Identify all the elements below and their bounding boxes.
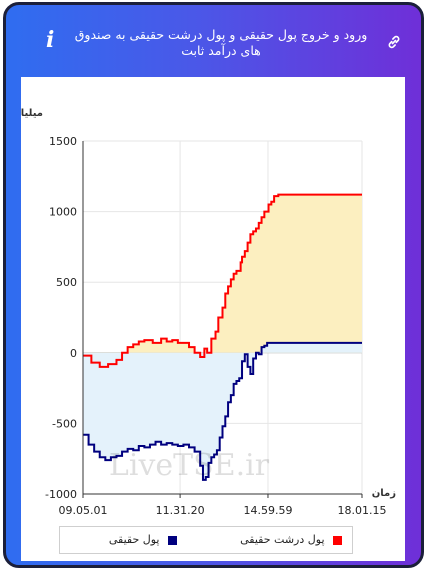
legend-swatch-blue: [168, 535, 177, 545]
x-tick-label: 18.01.15: [338, 504, 387, 517]
y-tick-label: 0: [70, 347, 77, 360]
legend-item-big-real[interactable]: پول درشت حقیقی: [240, 533, 342, 546]
chart-card: i ورود و خروج پول حقیقی و پول درشت حقیقی…: [3, 2, 424, 568]
series-line-1: [83, 341, 362, 481]
legend-item-real[interactable]: پول حقیقی: [109, 533, 177, 546]
y-axis-label: میلیارد تومان: [21, 108, 43, 119]
y-tick-label: 1500: [49, 135, 77, 148]
x-tick-label: 14.59.59: [243, 504, 292, 517]
series-areas: [83, 194, 362, 480]
y-tick-label: 1000: [49, 206, 77, 219]
chart-svg: -1000 -500 0 500 1000 1500 09.05.01 11.31.20 14.…: [6, 108, 396, 517]
link-icon[interactable]: [385, 33, 403, 51]
series-area-1: [83, 342, 362, 480]
chart-title: ورود و خروج پول حقیقی و پول درشت حقیقی ب…: [74, 27, 368, 58]
x-axis-label: زمان: [372, 488, 396, 499]
legend-label-big-real: پول درشت حقیقی: [240, 533, 325, 546]
watermark: LiveTSE.ir: [109, 448, 270, 483]
x-tick-label: 11.31.20: [156, 504, 205, 517]
y-tick-label: -1000: [45, 488, 77, 501]
info-icon[interactable]: i: [46, 27, 55, 53]
series-line-0: [83, 193, 362, 368]
axes: -1000 -500 0 500 1000 1500 09.05.01 11.31.20 14.…: [45, 135, 386, 517]
plot-area: -1000 -500 0 500 1000 1500 09.05.01 11.31.20 14.…: [6, 77, 405, 561]
legend-swatch-red: [333, 535, 342, 545]
chart-legend: پول درشت حقیقی پول حقیقی: [59, 526, 353, 554]
legend-label-real: پول حقیقی: [108, 533, 160, 546]
series-area-0: [83, 194, 362, 367]
series-lines: [83, 193, 362, 481]
card-header: i ورود و خروج پول حقیقی و پول درشت حقیقی…: [6, 5, 421, 77]
y-tick-label: 500: [56, 276, 77, 289]
x-tick-label: 09.05.01: [59, 504, 108, 517]
y-tick-label: -500: [52, 417, 77, 430]
